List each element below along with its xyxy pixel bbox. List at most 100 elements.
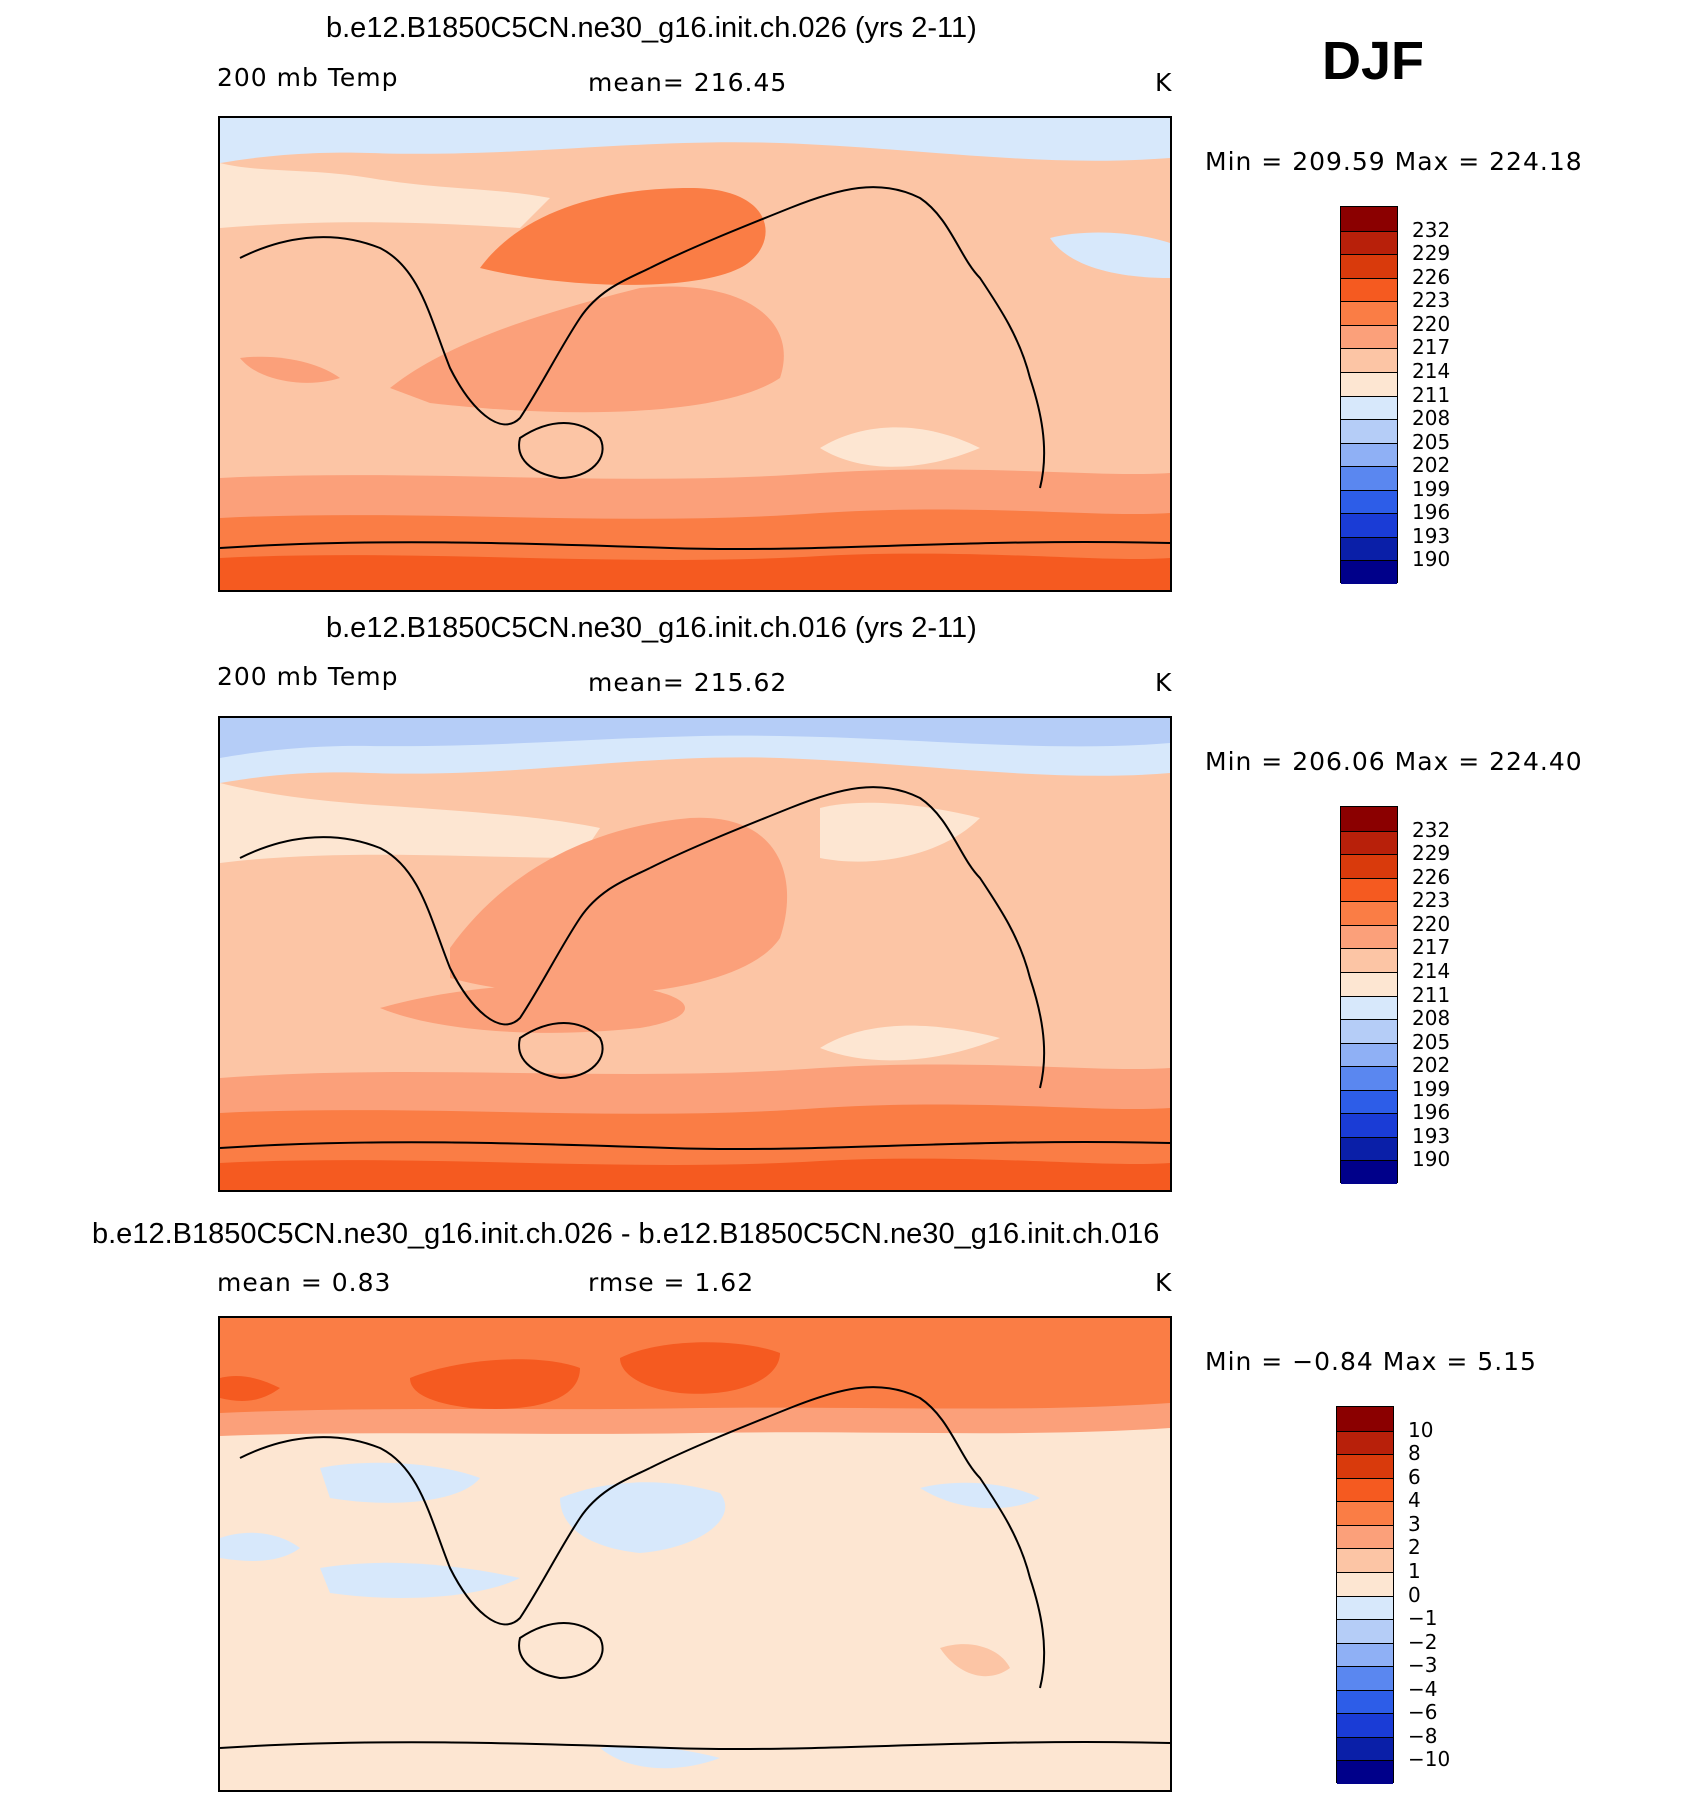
colorbar-tick-label: −10 [1408,1747,1451,1772]
colorbar-swatch [1341,324,1397,349]
panel-1-map [218,116,1172,592]
colorbar-swatch [1337,1548,1393,1572]
colorbar-swatch [1337,1642,1393,1667]
colorbar-tick-label: 214 [1412,958,1451,983]
colorbar-tick-label: 8 [1408,1441,1421,1466]
panel-3-mean-label: mean = 0.83 [217,1268,392,1297]
colorbar-tick-label: 229 [1412,241,1451,266]
colorbar-tick-label: −2 [1408,1629,1438,1654]
colorbar-swatch [1341,1042,1397,1067]
panel-1-units-label: K [1155,68,1173,97]
panel-1-mean-label: mean= 216.45 [588,68,788,97]
colorbar-tick-label: 208 [1412,1006,1451,1031]
colorbar-swatch [1341,277,1397,302]
colorbar-tick-label: 1 [1408,1558,1421,1583]
panel-2-min-max: Min = 206.06 Max = 224.40 [1205,747,1583,776]
colorbar-swatch [1341,489,1397,514]
colorbar-swatch [1341,207,1397,231]
colorbar-swatch [1341,536,1397,561]
panel-3-colorbar-swatches [1336,1406,1394,1784]
colorbar-tick-label: 223 [1412,288,1451,313]
colorbar-tick-label: 220 [1412,911,1451,936]
colorbar-swatch [1337,1595,1393,1620]
panel-1-variable-label: 200 mb Temp [217,63,399,92]
colorbar-tick-label: 211 [1412,382,1451,407]
panel-2-title: b.e12.B1850C5CN.ne30_g16.init.ch.016 (yr… [326,612,977,644]
colorbar-tick-label: 202 [1412,1053,1451,1078]
colorbar-swatch [1341,948,1397,972]
colorbar-swatch [1337,1619,1393,1643]
panel-3-units-label: K [1155,1268,1173,1297]
colorbar-swatch [1337,1501,1393,1525]
colorbar-tick-label: 196 [1412,500,1451,525]
colorbar-swatch [1341,924,1397,949]
colorbar-tick-label: 193 [1412,523,1451,548]
colorbar-swatch [1341,971,1397,996]
colorbar-tick-label: 232 [1412,217,1451,242]
colorbar-swatch [1341,1019,1397,1043]
colorbar-swatch [1337,1407,1393,1431]
colorbar-swatch [1341,513,1397,537]
panel-3-rmse-label: rmse = 1.62 [588,1268,755,1297]
colorbar-tick-label: 217 [1412,935,1451,960]
colorbar-tick-label: 223 [1412,888,1451,913]
colorbar-tick-label: 226 [1412,864,1451,889]
panel-3-map [218,1316,1172,1792]
colorbar-tick-label: 229 [1412,841,1451,866]
colorbar-swatch [1341,466,1397,490]
colorbar-swatch [1341,348,1397,372]
colorbar-tick-label: 208 [1412,406,1451,431]
colorbar-tick-label: 220 [1412,311,1451,336]
panel-3-contour-map [220,1318,1170,1790]
colorbar-swatch [1341,371,1397,396]
colorbar-swatch [1341,995,1397,1020]
colorbar-tick-label: 190 [1412,1147,1451,1172]
colorbar-swatch [1341,301,1397,325]
colorbar-tick-label: 211 [1412,982,1451,1007]
colorbar-tick-label: 190 [1412,547,1451,572]
colorbar-swatch [1341,830,1397,855]
colorbar-tick-label: 205 [1412,429,1451,454]
colorbar-swatch [1341,230,1397,255]
colorbar-swatch [1341,1136,1397,1161]
panel-2-variable-label: 200 mb Temp [217,662,399,691]
panel-3-min-max: Min = −0.84 Max = 5.15 [1205,1347,1537,1376]
colorbar-tick-label: 0 [1408,1582,1421,1607]
colorbar-tick-label: 217 [1412,335,1451,360]
colorbar-swatch [1337,1760,1393,1784]
colorbar-swatch [1337,1454,1393,1478]
colorbar-swatch [1337,1736,1393,1761]
colorbar-tick-label: −3 [1408,1653,1438,1678]
colorbar-tick-label: 4 [1408,1488,1421,1513]
colorbar-tick-label: −4 [1408,1676,1438,1701]
colorbar-swatch [1337,1524,1393,1549]
colorbar-tick-label: 10 [1408,1417,1434,1442]
colorbar-swatch [1341,1113,1397,1137]
colorbar-swatch [1341,1160,1397,1184]
colorbar-swatch [1341,419,1397,443]
colorbar-tick-label: 205 [1412,1029,1451,1054]
colorbar-tick-label: 202 [1412,453,1451,478]
panel-1-contour-map [220,118,1170,590]
colorbar-tick-label: 199 [1412,1076,1451,1101]
colorbar-tick-label: 6 [1408,1464,1421,1489]
colorbar-swatch [1341,1089,1397,1114]
panel-1-title: b.e12.B1850C5CN.ne30_g16.init.ch.026 (yr… [326,12,977,44]
colorbar-tick-label: −8 [1408,1723,1438,1748]
colorbar-tick-label: 3 [1408,1511,1421,1536]
colorbar-swatch [1337,1666,1393,1690]
colorbar-swatch [1341,442,1397,467]
colorbar-swatch [1341,807,1397,831]
panel-2-map [218,716,1172,1192]
colorbar-swatch [1341,854,1397,878]
panel-1-min-max: Min = 209.59 Max = 224.18 [1205,147,1583,176]
colorbar-tick-label: −1 [1408,1606,1438,1631]
season-label: DJF [1322,31,1425,91]
colorbar-swatch [1341,560,1397,584]
panel-1-colorbar-swatches [1340,206,1398,584]
colorbar-swatch [1341,901,1397,925]
colorbar-tick-label: −6 [1408,1700,1438,1725]
colorbar-swatch [1341,877,1397,902]
panel-2-contour-map [220,718,1170,1190]
colorbar-swatch [1341,1066,1397,1090]
